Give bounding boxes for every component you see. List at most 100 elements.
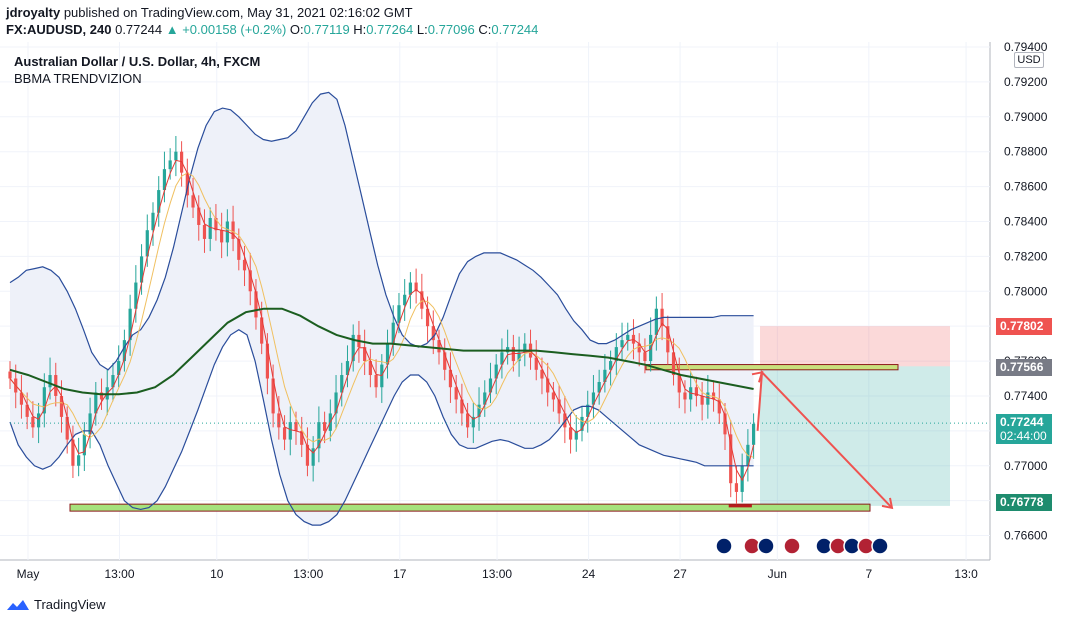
x-tick-label: 13:00 bbox=[293, 567, 323, 581]
candle-body bbox=[574, 430, 578, 440]
candle-body bbox=[323, 422, 327, 431]
candle-body bbox=[139, 256, 144, 283]
stop-loss-zone bbox=[760, 326, 950, 367]
candle-body bbox=[88, 413, 92, 435]
candle-body bbox=[202, 224, 207, 239]
candle-body bbox=[466, 413, 470, 428]
candle-body bbox=[706, 392, 710, 405]
candle-body bbox=[42, 387, 46, 414]
event-flag-icon bbox=[715, 537, 733, 555]
candle-body bbox=[237, 238, 241, 260]
candle-body bbox=[729, 434, 733, 484]
candle-body bbox=[603, 369, 607, 383]
tag-label: 0.77244 bbox=[1000, 415, 1044, 429]
candle-body bbox=[174, 151, 178, 161]
candle-body bbox=[363, 347, 367, 362]
candle-body bbox=[317, 422, 321, 449]
event-flag-icon bbox=[783, 537, 801, 555]
y-tick-label: 0.76600 bbox=[1004, 529, 1048, 543]
candle-body bbox=[231, 221, 235, 239]
candle-body bbox=[214, 217, 218, 231]
candle-body bbox=[8, 371, 12, 379]
annotations bbox=[728, 369, 894, 510]
candle-body bbox=[77, 455, 81, 466]
y-tick-label: 0.78800 bbox=[1004, 145, 1048, 159]
take-profit-zone bbox=[760, 366, 950, 506]
candle-body bbox=[71, 439, 75, 466]
candle-body bbox=[643, 352, 647, 362]
indicator-name[interactable]: BBMA TRENDVIZION bbox=[14, 71, 142, 86]
candle-body bbox=[99, 392, 104, 400]
candle-body bbox=[454, 387, 458, 400]
x-tick-label: 10 bbox=[210, 567, 224, 581]
candle-body bbox=[740, 465, 744, 492]
take-profit-price-tag: 0.76778 bbox=[996, 494, 1052, 511]
tradingview-logo-icon bbox=[7, 599, 29, 610]
candle-body bbox=[494, 364, 498, 379]
candle-body bbox=[425, 308, 430, 327]
candle-body bbox=[551, 392, 555, 400]
candle-body bbox=[59, 395, 64, 417]
tag-label: 0.76778 bbox=[1000, 495, 1044, 509]
candle-body bbox=[448, 369, 453, 388]
x-tick-label: 13:00 bbox=[482, 567, 512, 581]
candle-body bbox=[288, 422, 292, 440]
ma-slow-line bbox=[9, 172, 754, 458]
high-label: H: bbox=[353, 22, 367, 37]
ema-line bbox=[9, 307, 754, 396]
y-tick-label: 0.78400 bbox=[1004, 214, 1048, 228]
candle-body bbox=[340, 375, 344, 393]
candle-body bbox=[483, 392, 487, 405]
x-tick-label: 27 bbox=[673, 567, 687, 581]
open-label: O: bbox=[289, 22, 304, 37]
candle-body bbox=[345, 361, 350, 376]
x-tick-label: Jun bbox=[768, 567, 787, 581]
resistance-zone bbox=[645, 364, 899, 371]
y-tick-label: 0.79400 bbox=[1004, 40, 1048, 54]
candle-body bbox=[37, 413, 41, 428]
candle-body bbox=[385, 343, 390, 365]
candle-body bbox=[586, 404, 590, 417]
candle-body bbox=[305, 444, 310, 466]
candle-body bbox=[609, 361, 613, 370]
bollinger-fill bbox=[10, 92, 754, 526]
support-zone bbox=[69, 503, 871, 512]
candle-body bbox=[443, 352, 447, 370]
candle-body bbox=[620, 340, 624, 348]
candle-body bbox=[242, 259, 247, 271]
currency-label[interactable]: USD bbox=[1014, 52, 1044, 68]
y-tick-label: 0.78000 bbox=[1004, 284, 1048, 298]
candle-body bbox=[82, 434, 86, 456]
publish-info: jdroyalty published on TradingView.com, … bbox=[6, 5, 413, 20]
candle-body bbox=[734, 483, 739, 492]
last-price: 0.77244 bbox=[115, 22, 163, 37]
candle-body bbox=[717, 399, 721, 414]
candle-body bbox=[248, 270, 252, 292]
countdown-label: 02:44:00 bbox=[1000, 429, 1047, 443]
symbol: FX:AUDUSD, 240 bbox=[6, 22, 112, 37]
footer-brand[interactable]: TradingView bbox=[6, 597, 106, 612]
candle-body bbox=[94, 392, 98, 414]
candle-body bbox=[65, 416, 69, 440]
candle-body bbox=[671, 352, 676, 376]
close-label: C: bbox=[478, 22, 492, 37]
candle-body bbox=[48, 375, 52, 388]
x-tick-label: 7 bbox=[865, 567, 872, 581]
entry-price-tag: 0.77566 bbox=[996, 359, 1052, 376]
candle-body bbox=[580, 416, 584, 431]
author-name[interactable]: jdroyalty bbox=[6, 5, 61, 20]
high-value: 0.77264 bbox=[366, 22, 414, 37]
price-change: ▲ +0.00158 (+0.2%) bbox=[165, 22, 287, 37]
published-text: published on TradingView.com, May 31, 20… bbox=[63, 5, 413, 20]
candle-body bbox=[19, 392, 24, 405]
x-tick-label: May bbox=[17, 567, 40, 581]
arrow-head-down bbox=[881, 497, 894, 510]
candle-body bbox=[654, 308, 658, 335]
candle-body bbox=[694, 387, 698, 396]
x-tick-label: 24 bbox=[582, 567, 596, 581]
candle-body bbox=[391, 322, 395, 344]
candle-body bbox=[414, 282, 418, 292]
candle-body bbox=[700, 395, 704, 405]
candle-body bbox=[597, 382, 601, 393]
